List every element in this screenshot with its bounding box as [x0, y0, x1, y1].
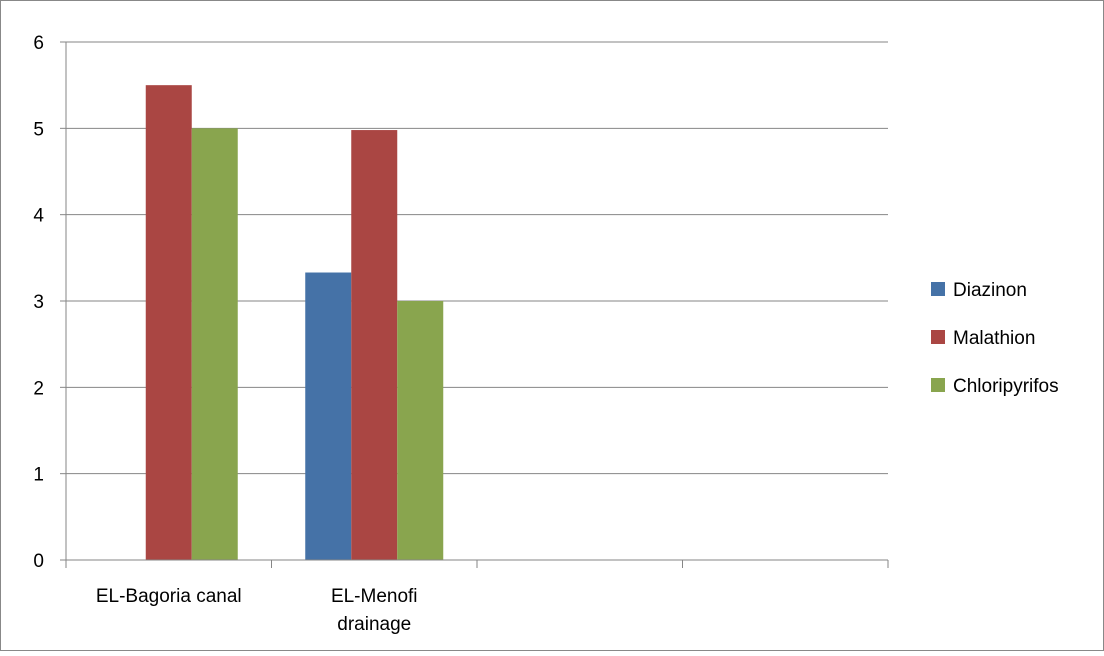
y-tick-labels: 0 1 2 3 4 5 6 — [33, 33, 44, 572]
y-tick-label: 2 — [33, 378, 44, 399]
y-tick-label: 6 — [33, 33, 44, 54]
bar-diazinon — [305, 272, 352, 560]
y-tick-label: 3 — [33, 292, 44, 313]
x-tick-label: EL-Bagoria canal — [96, 586, 242, 607]
legend-label: Chloripyrifos — [953, 376, 1059, 397]
bar-malathion — [145, 85, 192, 561]
y-tick-label: 1 — [33, 465, 44, 486]
bar-chloripyrifos — [191, 128, 238, 561]
legend-swatch-diazinon — [931, 282, 945, 296]
legend-swatch-chloripyrifos — [931, 378, 945, 392]
bars — [145, 85, 444, 561]
x-tick-labels: EL-Bagoria canal EL-Menofi drainage — [96, 586, 418, 635]
x-tick-label: drainage — [337, 614, 411, 635]
bar-chloripyrifos — [397, 301, 444, 560]
bar-malathion — [351, 130, 398, 560]
y-tick-label: 4 — [33, 206, 44, 227]
y-tick-label: 0 — [33, 551, 44, 572]
axes — [60, 41, 889, 568]
y-tick-label: 5 — [33, 119, 44, 140]
legend-label: Malathion — [953, 328, 1035, 349]
x-tick-label: EL-Menofi — [331, 586, 418, 607]
legend: Diazinon Malathion Chloripyrifos — [931, 280, 1059, 397]
legend-swatch-malathion — [931, 330, 945, 344]
legend-label: Diazinon — [953, 280, 1027, 301]
